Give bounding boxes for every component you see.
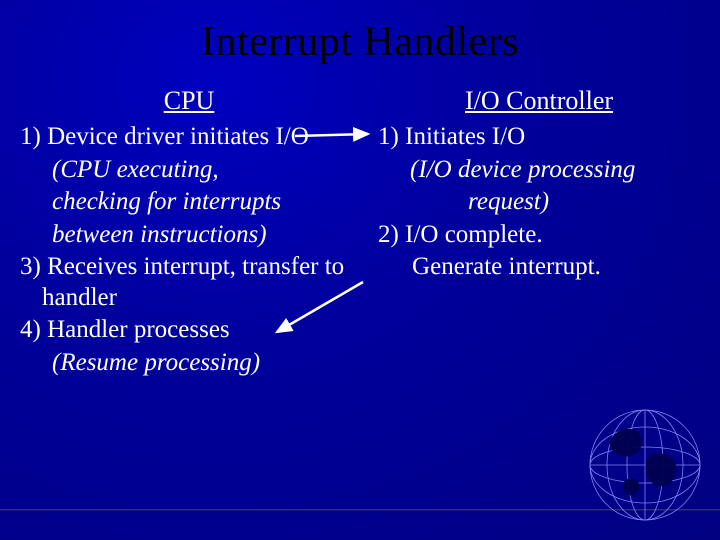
io-header: I/O Controller	[378, 86, 700, 116]
io-note-1b: request)	[378, 187, 700, 218]
cpu-note-1b: checking for interrupts	[20, 187, 358, 218]
cpu-note-1a: (CPU executing,	[20, 155, 358, 186]
io-step-2b: Generate interrupt.	[378, 252, 700, 283]
io-column: I/O Controller 1) Initiates I/O (I/O dev…	[368, 86, 700, 380]
io-step-2: 2) I/O complete.	[378, 220, 700, 251]
cpu-note-1c: between instructions)	[20, 220, 358, 251]
slide-title: Interrupt Handlers	[0, 0, 720, 74]
slide-content: CPU 1) Device driver initiates I/O (CPU …	[0, 74, 720, 380]
globe-icon	[580, 400, 710, 530]
cpu-step-4: 4) Handler processes	[20, 315, 358, 346]
cpu-note-4: (Resume processing)	[20, 348, 358, 379]
io-step-1: 1) Initiates I/O	[378, 122, 700, 153]
cpu-step-3: 3) Receives interrupt, transfer to handl…	[20, 252, 358, 313]
cpu-header: CPU	[20, 86, 358, 116]
io-note-1a: (I/O device processing	[378, 155, 700, 186]
cpu-step-1: 1) Device driver initiates I/O	[20, 122, 358, 153]
cpu-column: CPU 1) Device driver initiates I/O (CPU …	[20, 86, 358, 380]
